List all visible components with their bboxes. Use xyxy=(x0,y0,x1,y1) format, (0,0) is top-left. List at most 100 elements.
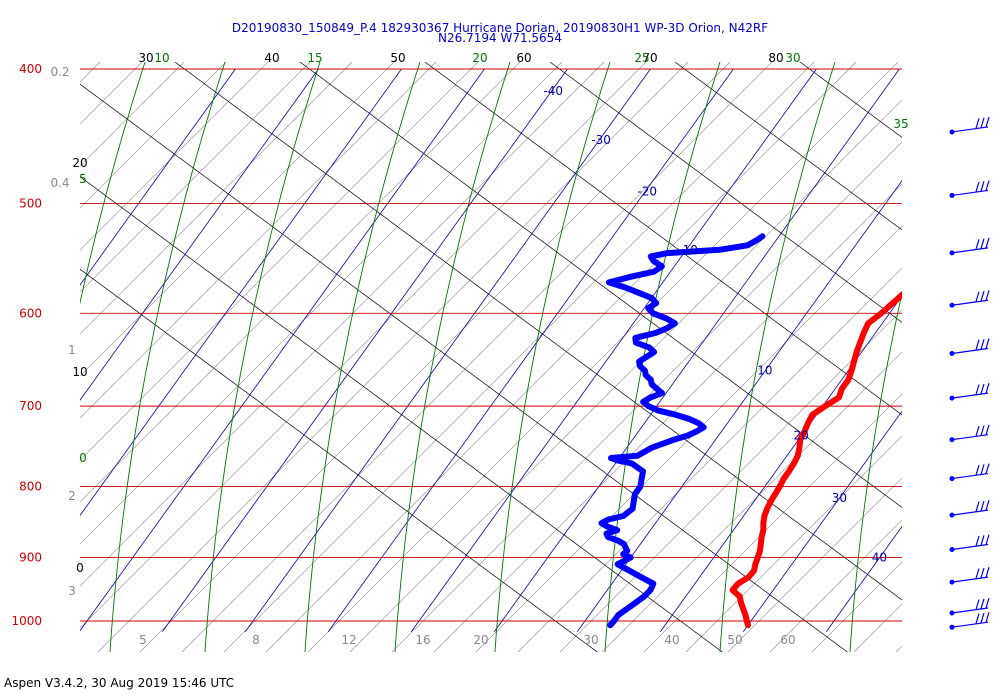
mixing-ratio-label: 50 xyxy=(727,633,742,647)
moist-adiabat-curve xyxy=(304,62,421,652)
wind-barb xyxy=(949,534,990,553)
wind-barb xyxy=(949,424,990,443)
mixing-ratio-label: 20 xyxy=(473,633,488,647)
top-green-label: 30 xyxy=(785,51,800,65)
top-black-label: 60 xyxy=(516,51,531,65)
wind-barb-flag xyxy=(980,535,985,546)
isotherm-line xyxy=(244,68,651,632)
wind-barb-flag xyxy=(975,426,980,437)
mixing-ratio-line xyxy=(475,225,902,652)
mixing-ratio-line xyxy=(80,62,521,503)
wind-barb xyxy=(949,180,990,198)
isotherm-line xyxy=(80,68,402,517)
mixing-ratio-line xyxy=(80,62,227,209)
mixing-ratio-line xyxy=(80,62,437,419)
wind-barb-flag xyxy=(985,424,990,435)
moist-adiabat-curve xyxy=(719,62,836,652)
left-green-label: 5 xyxy=(79,172,87,186)
isotherm-line xyxy=(659,295,902,632)
moist-adiabat-curve xyxy=(494,62,611,652)
left-black-label: 10 xyxy=(72,365,87,379)
moist-adiabat-curve xyxy=(204,62,321,652)
left-black-label: 0 xyxy=(76,561,84,575)
left-green-label: 0 xyxy=(79,451,87,465)
mixing-ratio-label: 16 xyxy=(415,633,430,647)
mixing-ratio-line xyxy=(727,477,902,652)
wind-barb-flag xyxy=(985,338,990,349)
mixing-ratio-line xyxy=(80,62,101,83)
pressure-tick-label: 700 xyxy=(19,399,42,413)
mixing-ratio-lines xyxy=(0,62,1000,652)
wind-barb-flag xyxy=(975,118,980,129)
mixing-ratio-line xyxy=(80,62,605,587)
pressure-tick-label: 500 xyxy=(19,196,42,210)
wind-barb-flag xyxy=(980,383,985,395)
wind-barb xyxy=(949,612,990,630)
chart-title: D20190830_150849_P.4 182930367 Hurricane… xyxy=(231,21,769,35)
isotherm-label: -20 xyxy=(637,184,657,198)
isotherm-line xyxy=(825,525,902,632)
wind-barb-flag xyxy=(980,117,985,128)
wind-barb xyxy=(949,116,990,135)
wind-barb xyxy=(949,237,990,256)
pressure-tick-label: 400 xyxy=(19,62,42,76)
wind-barb-staff xyxy=(951,392,989,399)
isotherm-label: 20 xyxy=(794,429,809,443)
mixing-ratio-line xyxy=(433,183,902,652)
temperature-profile-line xyxy=(729,290,902,629)
mixing-ratio-line xyxy=(139,62,731,652)
wind-barb-flag xyxy=(975,291,980,302)
mixing-ratio-line xyxy=(80,62,185,167)
top-green-label: 15 xyxy=(307,51,322,65)
wind-barb-flag xyxy=(980,567,985,579)
wind-barb-flag xyxy=(975,181,980,193)
top-black-label: 70 xyxy=(642,51,657,65)
isotherm-line xyxy=(410,68,817,632)
mixing-ratio-line xyxy=(643,393,902,652)
wind-barb-staff xyxy=(951,299,989,306)
wind-barb xyxy=(949,338,990,356)
wind-barb-flag xyxy=(975,239,980,250)
pressure-tick-label: 900 xyxy=(19,551,42,565)
wind-barb-flag xyxy=(985,567,990,578)
wind-barb-flag xyxy=(985,237,990,249)
pressure-tick-label: 600 xyxy=(19,306,42,320)
dry-adiabat-line xyxy=(799,62,902,138)
wind-barb-flag xyxy=(975,464,980,476)
moist-adiabat-curve xyxy=(80,62,146,305)
mixing-ratio-line xyxy=(307,62,899,652)
mixing-ratio-line xyxy=(811,561,902,652)
wind-barb-staff xyxy=(951,247,989,254)
mixing-ratio-line xyxy=(601,351,902,652)
pressure-tick-label: 1000 xyxy=(11,614,42,628)
isotherm-line xyxy=(327,68,734,632)
wind-barb-flag xyxy=(985,534,990,545)
dry-adiabat-line xyxy=(80,268,598,652)
wind-barb-flag xyxy=(980,339,985,350)
wind-barb-flag xyxy=(985,383,990,394)
dry-adiabat-line xyxy=(925,62,1000,654)
mixing-ratio-line xyxy=(80,62,479,461)
mixing-ratio-line xyxy=(685,435,902,652)
mixing-ratio-line xyxy=(223,62,815,652)
height-label: 1 xyxy=(68,343,76,357)
dewpoint-profile-line xyxy=(598,233,766,629)
wind-barb xyxy=(949,500,990,518)
moist-adiabats xyxy=(80,62,902,652)
top-green-label: 10 xyxy=(154,51,169,65)
mixing-ratio-line xyxy=(80,62,647,629)
wind-barb-flag xyxy=(980,290,985,302)
mixing-ratio-line xyxy=(980,62,1000,652)
mixing-ratio-label: 8 xyxy=(252,633,260,647)
isotherm-label: -40 xyxy=(543,84,563,98)
height-label: 0.4 xyxy=(50,176,69,190)
wind-barb-flag xyxy=(980,464,985,475)
isotherm-line xyxy=(161,68,568,632)
mixing-ratio-line xyxy=(0,62,16,652)
moist-adiabat-curve xyxy=(849,291,902,652)
mixing-ratio-line xyxy=(391,141,902,652)
wind-barb-staff xyxy=(951,543,989,551)
mixing-ratio-line xyxy=(265,62,857,652)
wind-barb-staff xyxy=(951,621,989,628)
